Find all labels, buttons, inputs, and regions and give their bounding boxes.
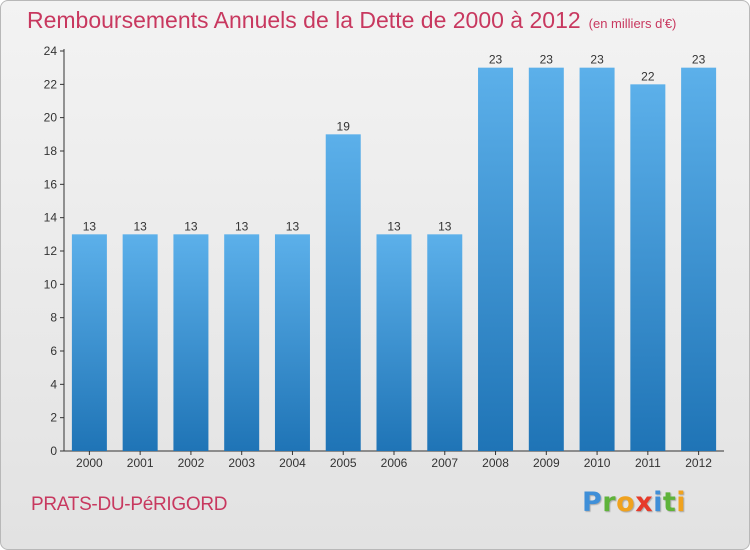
data-label: 13 [438, 219, 452, 233]
data-label: 13 [235, 219, 249, 233]
bar [173, 234, 209, 451]
x-tick-label: 2003 [228, 456, 255, 470]
title-text: Remboursements Annuels de la Dette de 20… [27, 7, 581, 33]
data-label: 13 [184, 219, 198, 233]
data-label: 13 [387, 219, 401, 233]
x-tick-label: 2010 [584, 456, 611, 470]
bar [478, 67, 514, 452]
data-label: 13 [286, 219, 300, 233]
y-tick-label: 12 [44, 244, 58, 258]
x-tick-label: 2012 [685, 456, 712, 470]
data-label: 13 [133, 219, 147, 233]
bar [528, 67, 564, 452]
logo-letter: i [653, 487, 663, 518]
logo-letter: P [582, 487, 603, 518]
x-tick-label: 2000 [76, 456, 103, 470]
data-label: 22 [641, 69, 655, 83]
bar [376, 234, 412, 451]
x-tick-label: 2004 [279, 456, 306, 470]
data-label: 23 [540, 53, 554, 67]
data-label: 23 [489, 53, 503, 67]
commune-name: PRATS-DU-PéRIGORD [31, 494, 228, 515]
y-tick-label: 0 [50, 444, 57, 458]
y-tick-label: 6 [50, 344, 57, 358]
data-label: 23 [590, 53, 604, 67]
x-tick-label: 2007 [431, 456, 458, 470]
bar [122, 234, 158, 451]
x-tick-label: 2011 [635, 456, 661, 470]
x-tick-label: 2002 [178, 456, 205, 470]
proxiti-logo: Proxiti [582, 487, 686, 518]
logo-letter: r [602, 487, 617, 518]
bar [325, 134, 361, 452]
bar [630, 84, 666, 451]
x-tick-label: 2005 [330, 456, 357, 470]
bar [427, 234, 463, 451]
y-tick-label: 8 [50, 311, 57, 325]
x-tick-label: 2006 [381, 456, 408, 470]
unit-label: (en milliers d'€) [588, 16, 677, 31]
chart-title: Remboursements Annuels de la Dette de 20… [27, 7, 676, 34]
data-label: 19 [337, 119, 351, 133]
x-tick-label: 2009 [533, 456, 560, 470]
bar [579, 67, 615, 452]
bars [71, 67, 717, 452]
y-tick-label: 22 [44, 77, 58, 91]
x-tick-label: 2008 [482, 456, 509, 470]
bar [681, 67, 717, 452]
logo-letter: o [616, 487, 636, 518]
y-tick-label: 16 [44, 177, 58, 191]
data-label: 23 [692, 53, 706, 67]
bar [274, 234, 310, 451]
y-tick-label: 24 [44, 44, 58, 58]
logo-letter: i [676, 487, 687, 518]
x-tick-label: 2001 [127, 456, 154, 470]
bar [224, 234, 260, 451]
y-tick-label: 10 [44, 277, 58, 291]
y-tick-label: 20 [44, 111, 58, 125]
y-tick-label: 4 [50, 377, 57, 391]
y-tick-label: 18 [44, 144, 58, 158]
y-tick-label: 14 [44, 211, 58, 225]
y-tick-label: 2 [50, 411, 57, 425]
logo-letter: t [662, 487, 677, 518]
data-label: 13 [83, 219, 97, 233]
labels: 2000 13 2001 13 2002 13 2003 13 2004 13 2005 19 2006… [76, 53, 712, 470]
bar [71, 234, 107, 451]
logo-letter: x [635, 487, 654, 518]
